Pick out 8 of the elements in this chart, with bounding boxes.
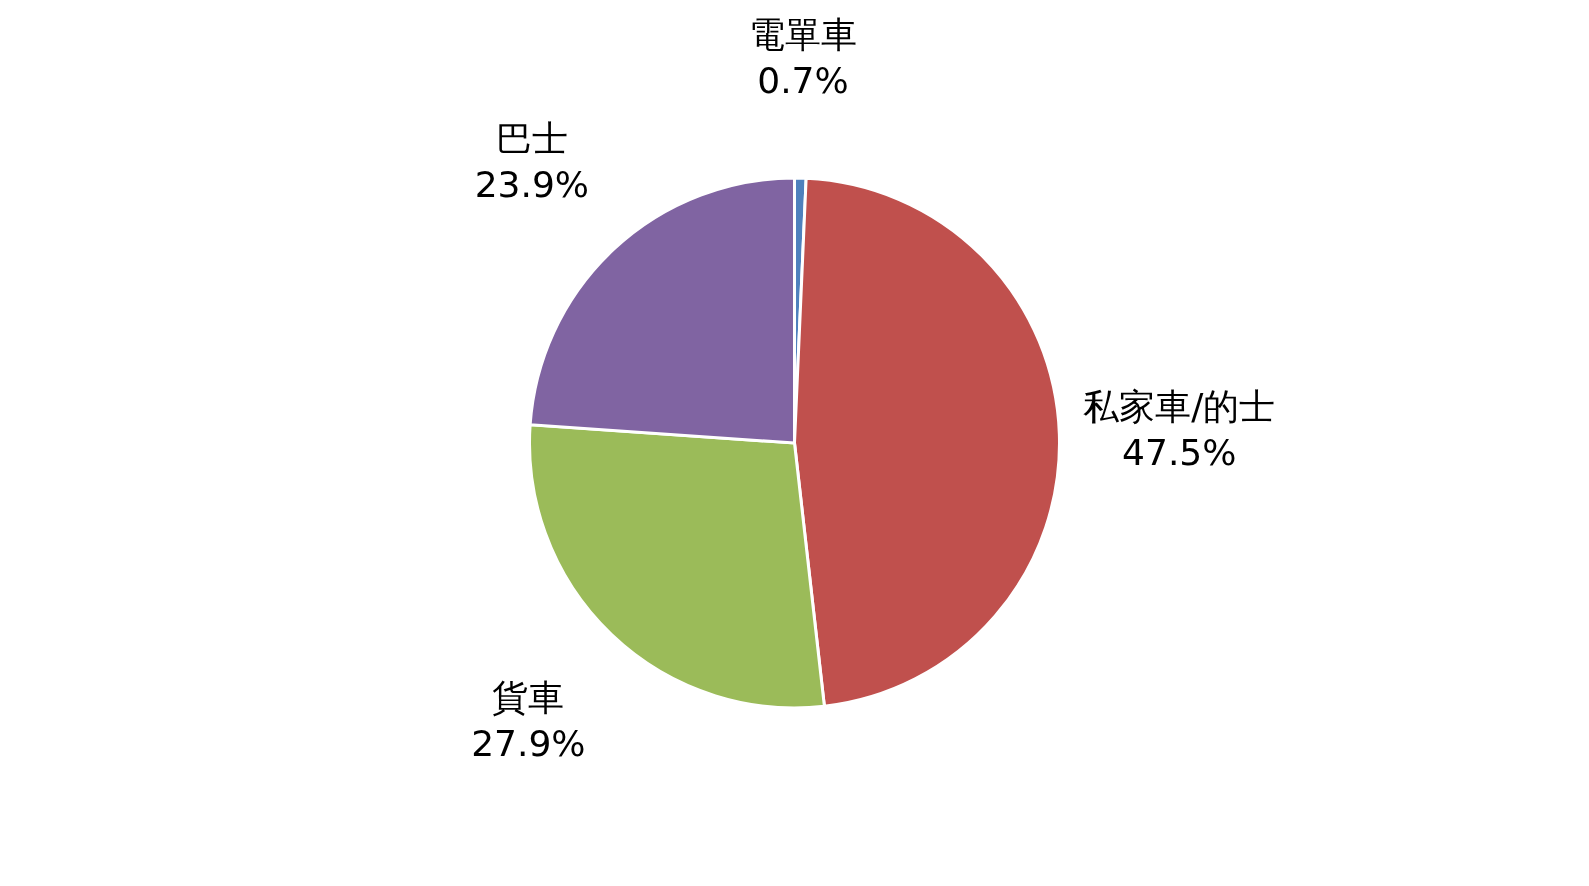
data-label: 47.5% [1122,431,1237,473]
slice-label: 電單車 [748,14,857,56]
slice-label: 貨車 [492,677,565,719]
data-label: 23.9% [474,163,590,205]
slice-label: 巴士 [495,117,568,159]
data-label: 27.9% [471,723,586,765]
data-label: 0.7% [757,60,849,102]
slice-label: 私家車/的士 [1083,385,1276,427]
